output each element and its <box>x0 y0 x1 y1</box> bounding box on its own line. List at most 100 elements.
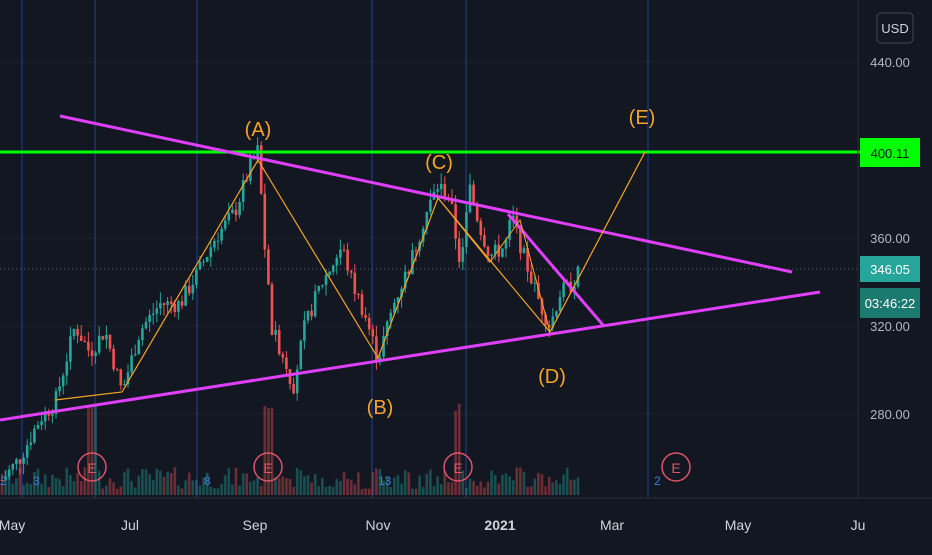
event-marker-2-label: E <box>263 460 272 476</box>
volume-bar <box>407 472 411 495</box>
volume-bar <box>101 488 105 495</box>
candle-body <box>108 334 112 349</box>
volume-bar <box>97 470 101 495</box>
candle-body <box>123 384 126 386</box>
lower-trendline[interactable] <box>0 290 821 422</box>
candle-body <box>303 320 306 341</box>
candle-body <box>396 297 400 303</box>
volume-bar <box>155 468 159 495</box>
y-tick-label: 280.00 <box>870 407 910 422</box>
candle-body <box>137 340 141 355</box>
volume-bar <box>87 405 90 495</box>
y-tick-label: 440.00 <box>870 55 910 70</box>
candle-body <box>205 256 209 262</box>
candle-body <box>22 457 25 464</box>
volume-bar <box>187 472 191 495</box>
candle-body <box>357 293 360 295</box>
volume-bar <box>141 469 144 495</box>
volume-bar <box>339 481 342 495</box>
currency-button[interactable]: USD <box>876 12 914 44</box>
volume-bar <box>43 474 47 495</box>
volume-bar <box>493 475 497 495</box>
event-marker-2[interactable]: E <box>253 452 283 482</box>
candle-body <box>277 329 281 355</box>
event-marker-3[interactable]: E <box>443 452 473 482</box>
volume-bar <box>184 480 187 495</box>
volume-bar <box>555 480 558 495</box>
candle-body <box>54 391 58 414</box>
volume-bar <box>162 476 166 495</box>
candle-body <box>245 180 249 182</box>
currency-label: USD <box>881 21 908 36</box>
candle-body <box>87 341 90 351</box>
candle-body <box>130 355 133 373</box>
volume-bar <box>267 408 270 495</box>
volume-bar <box>40 483 43 495</box>
volume-bar <box>205 472 209 495</box>
volume-bar <box>202 477 205 495</box>
wave-label-e: (E) <box>629 107 656 129</box>
volume-bar <box>90 405 94 495</box>
volume-bar <box>400 483 403 495</box>
candle-body <box>144 321 148 329</box>
candle-body <box>443 183 447 199</box>
upper-trendline[interactable] <box>59 114 793 274</box>
time-axis[interactable]: May Jul Sep Nov 2021 Mar May Ju <box>0 517 865 533</box>
volume-bar <box>108 478 112 495</box>
candle-body <box>475 204 479 221</box>
candle-body <box>403 271 407 289</box>
wave-label-b: (B) <box>367 397 394 419</box>
candle-body <box>364 315 367 318</box>
candle-body <box>155 308 159 314</box>
resistance-price-tag: 400.11 <box>860 138 920 167</box>
volume-bar <box>126 468 130 495</box>
candle-body <box>231 209 234 213</box>
session-number-5: 2 <box>654 474 661 488</box>
candle-body <box>43 411 47 422</box>
candle-body <box>306 310 310 321</box>
candle-body <box>94 352 97 357</box>
candle-body <box>486 246 490 256</box>
candle-body <box>263 193 267 250</box>
candle-body <box>162 303 166 306</box>
candle-body <box>40 421 43 425</box>
volume-bar <box>54 478 58 495</box>
candle-body <box>331 265 335 272</box>
candle-body <box>454 204 457 239</box>
candle-body <box>421 228 425 242</box>
volume-bar <box>61 486 65 495</box>
volume-bar <box>285 478 288 495</box>
volume-bar <box>119 486 123 495</box>
event-marker-4[interactable]: E <box>661 452 691 482</box>
volume-bar <box>551 482 555 495</box>
candle-body <box>378 356 382 361</box>
candle-body <box>558 297 562 312</box>
candle-body <box>504 239 508 249</box>
volume-bar <box>479 481 483 495</box>
volume-bar <box>504 473 508 495</box>
price-axis[interactable]: 280.00 320.00 360.00 440.00 <box>870 55 910 422</box>
candle-body <box>7 469 11 477</box>
volume-bar <box>195 479 198 495</box>
candle-body <box>187 286 191 294</box>
volume-bar <box>144 469 148 495</box>
volume-bar <box>375 468 378 495</box>
volume-bar <box>436 476 439 495</box>
wave-path-inner[interactable] <box>437 197 551 333</box>
volume-bar <box>245 473 249 495</box>
countdown-label: 03:46:22 <box>865 296 916 311</box>
volume-bar <box>11 483 15 495</box>
x-tick-label: Sep <box>243 517 268 533</box>
volume-bar <box>447 482 450 495</box>
candle-body <box>385 321 389 337</box>
volume-bar <box>533 478 537 495</box>
event-marker-1[interactable]: E <box>77 452 107 482</box>
volume-bar <box>465 488 468 495</box>
candle-body <box>173 303 177 312</box>
volume-bar <box>461 470 465 495</box>
volume-bar <box>357 472 360 495</box>
candle-body <box>36 424 40 429</box>
volume-bar <box>148 474 151 495</box>
